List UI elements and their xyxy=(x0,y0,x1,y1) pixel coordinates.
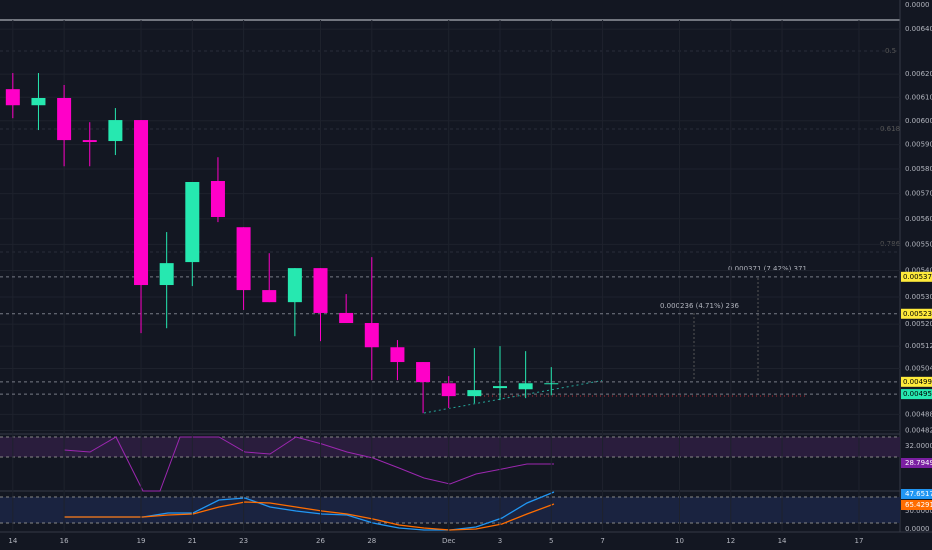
price-tag-label: 0.005376 xyxy=(903,273,932,281)
rsi-band xyxy=(0,437,900,457)
x-tick-label: 3 xyxy=(498,537,502,545)
x-tick-label: 21 xyxy=(188,537,197,545)
x-tick-label: 19 xyxy=(137,537,146,545)
candle-body xyxy=(236,227,251,291)
price-tag xyxy=(901,271,932,282)
x-tick-label: 17 xyxy=(855,537,864,545)
x-tick-label: 10 xyxy=(675,537,684,545)
x-tick-label: Dec xyxy=(442,537,456,545)
candle-body xyxy=(185,181,200,263)
x-tick-label: 28 xyxy=(367,537,376,545)
candle-body xyxy=(82,140,97,143)
stoch-label: 47.6517 xyxy=(905,490,932,498)
candle-body xyxy=(493,386,507,389)
stoch-k xyxy=(64,491,555,531)
candle-body xyxy=(108,120,123,142)
price-tag xyxy=(901,308,932,319)
stoch-label: 0.0000 xyxy=(905,525,930,533)
candle-body xyxy=(287,268,302,303)
candle-body xyxy=(544,383,559,385)
fib-label: 0.618 xyxy=(880,125,900,133)
x-tick-label: 14 xyxy=(778,537,787,545)
stoch-tag xyxy=(901,500,932,510)
rsi-tag xyxy=(901,458,932,468)
x-tick-label: 23 xyxy=(239,537,248,545)
fib-label: 0.5 xyxy=(885,47,896,55)
candle-body xyxy=(441,383,456,397)
measure-label: 0.000371 (7.42%) 371 xyxy=(728,265,807,273)
candle-body xyxy=(31,97,46,106)
x-tick-label: 12 xyxy=(726,537,735,545)
x-tick-label: 14 xyxy=(8,537,17,545)
candle-body xyxy=(467,390,482,397)
candle-body xyxy=(518,383,533,390)
scale-top-label: 0.0000 xyxy=(905,1,930,9)
candle-body xyxy=(339,312,354,324)
candle-body xyxy=(364,323,379,348)
candle-body xyxy=(134,120,149,286)
measure-label: 0.000236 (4.71%) 236 xyxy=(660,302,739,310)
stoch-d xyxy=(64,501,555,531)
candle-body xyxy=(159,263,174,286)
stoch-band xyxy=(0,497,900,523)
candle-body xyxy=(210,181,225,218)
stoch-label: 65.4291 xyxy=(905,501,932,509)
candle-body xyxy=(416,362,431,383)
trend-line xyxy=(423,379,606,414)
x-tick-label: 16 xyxy=(60,537,69,545)
rsi-line xyxy=(63,436,554,492)
x-tick-label: 7 xyxy=(600,537,604,545)
x-tick-label: 26 xyxy=(316,537,325,545)
candle-body xyxy=(5,89,20,106)
y-tick-label: 0.004825 xyxy=(905,426,932,434)
x-tick-label: 5 xyxy=(549,537,553,545)
price-tag-label: 0.004993 xyxy=(903,378,932,386)
price-tag xyxy=(901,389,932,400)
price-tag-label: 0.004950 xyxy=(903,390,932,398)
stoch-label: 50.0000 xyxy=(905,507,932,515)
candle-body xyxy=(390,347,405,363)
price-tag xyxy=(901,376,932,387)
candle-body xyxy=(57,97,72,141)
candle-body xyxy=(262,290,277,303)
rsi-label: 32.0000 xyxy=(905,442,932,450)
stoch-tag xyxy=(901,489,932,499)
candle-body xyxy=(313,268,328,313)
rsi-tag xyxy=(901,441,932,451)
price-tag-label: 0.005238 xyxy=(903,310,932,318)
rsi-label: 28.7949 xyxy=(905,459,932,467)
